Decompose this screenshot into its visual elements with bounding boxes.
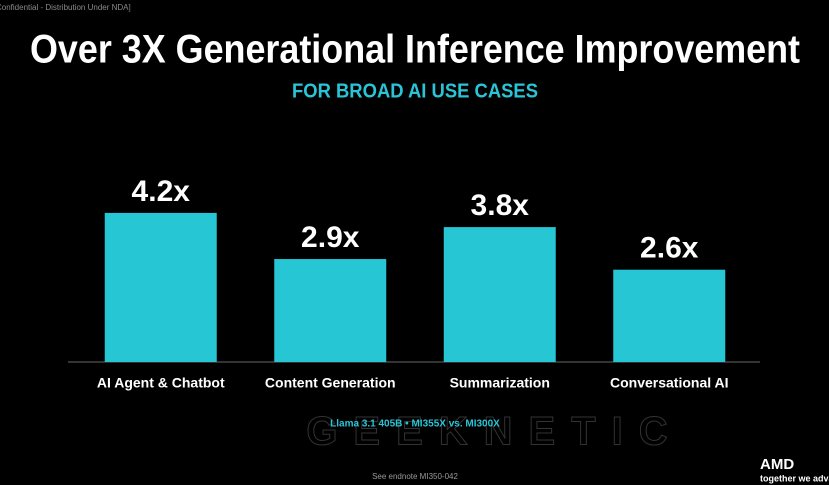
value-label: 4.2x [132,175,191,208]
chart-note: Llama 3.1 405B • MI355X vs. MI300X [330,419,500,430]
value-label: 3.8x [471,189,530,222]
category-label: AI Agent & Chatbot [97,375,225,391]
watermark: GEEKNETIC [306,410,683,454]
bar [613,269,726,362]
source-note: See endnote MI350-042 [372,472,458,481]
chart-title: Over 3X Generational Inference Improveme… [30,28,800,72]
chart-subtitle: FOR BROAD AI USE CASES [292,80,538,102]
bar [443,227,556,362]
value-label: 2.9x [301,221,360,254]
value-label: 2.6x [640,232,699,265]
category-label: Conversational AI [610,375,729,391]
confidential-note: Confidential - Distribution Under NDA] [0,3,131,12]
bar [274,259,387,362]
category-label: Summarization [450,375,550,391]
logo: AMD [760,456,794,473]
category-label: Content Generation [265,375,396,391]
bar [104,212,217,362]
tagline: together we advance [760,473,829,483]
